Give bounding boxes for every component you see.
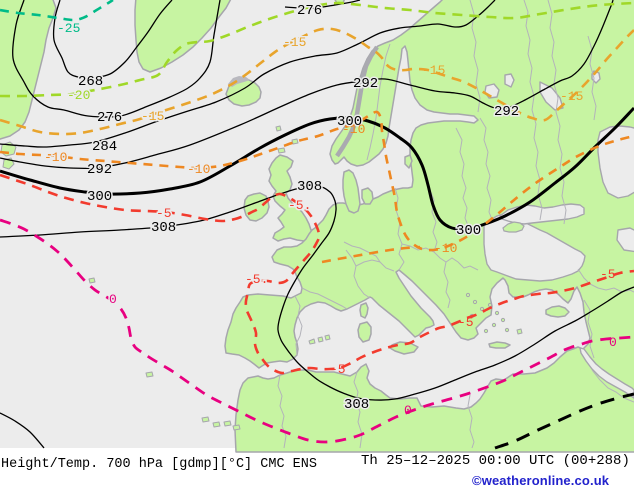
svg-text:292: 292 [353,76,378,92]
svg-text:-5: -5 [458,315,474,330]
svg-text:-5: -5 [600,267,616,282]
svg-text:300: 300 [87,189,112,205]
svg-text:308: 308 [297,179,322,195]
svg-text:-10: -10 [187,162,210,177]
svg-text:292: 292 [494,104,519,120]
svg-text:-10: -10 [44,150,67,165]
svg-text:308: 308 [344,397,369,413]
svg-text:-5.: -5. [245,272,268,287]
svg-text:300: 300 [337,114,362,130]
svg-text:-15: -15 [283,35,306,50]
svg-text:284: 284 [92,139,117,155]
svg-text:0: 0 [609,335,617,350]
svg-text:-10: -10 [342,122,365,137]
svg-text:292: 292 [87,162,112,178]
svg-text:300: 300 [456,223,481,239]
svg-text:-20: -20 [67,88,90,103]
svg-text:Th 25–12–2025 00:00 UTC (00+28: Th 25–12–2025 00:00 UTC (00+288) [361,453,630,469]
svg-text:308: 308 [151,220,176,236]
svg-text:-5: -5 [156,206,172,221]
svg-text:276: 276 [97,110,122,126]
svg-text:-15: -15 [560,89,583,104]
svg-text:268: 268 [78,74,103,90]
svg-text:©weatheronline.co.uk: ©weatheronline.co.uk [472,473,610,488]
svg-text:-5: -5 [330,362,346,377]
svg-text:276: 276 [297,3,322,19]
svg-text:0: 0 [404,403,412,418]
svg-text:Height/Temp. 700 hPa [gdmp][°C: Height/Temp. 700 hPa [gdmp][°C] CMC ENS [1,457,317,472]
svg-text:-5.: -5. [288,198,311,213]
svg-text:-25: -25 [57,21,80,36]
svg-text:0: 0 [109,292,117,307]
svg-text:-15: -15 [422,63,445,78]
svg-text:-10: -10 [434,241,457,256]
svg-text:-15: -15 [141,109,164,124]
